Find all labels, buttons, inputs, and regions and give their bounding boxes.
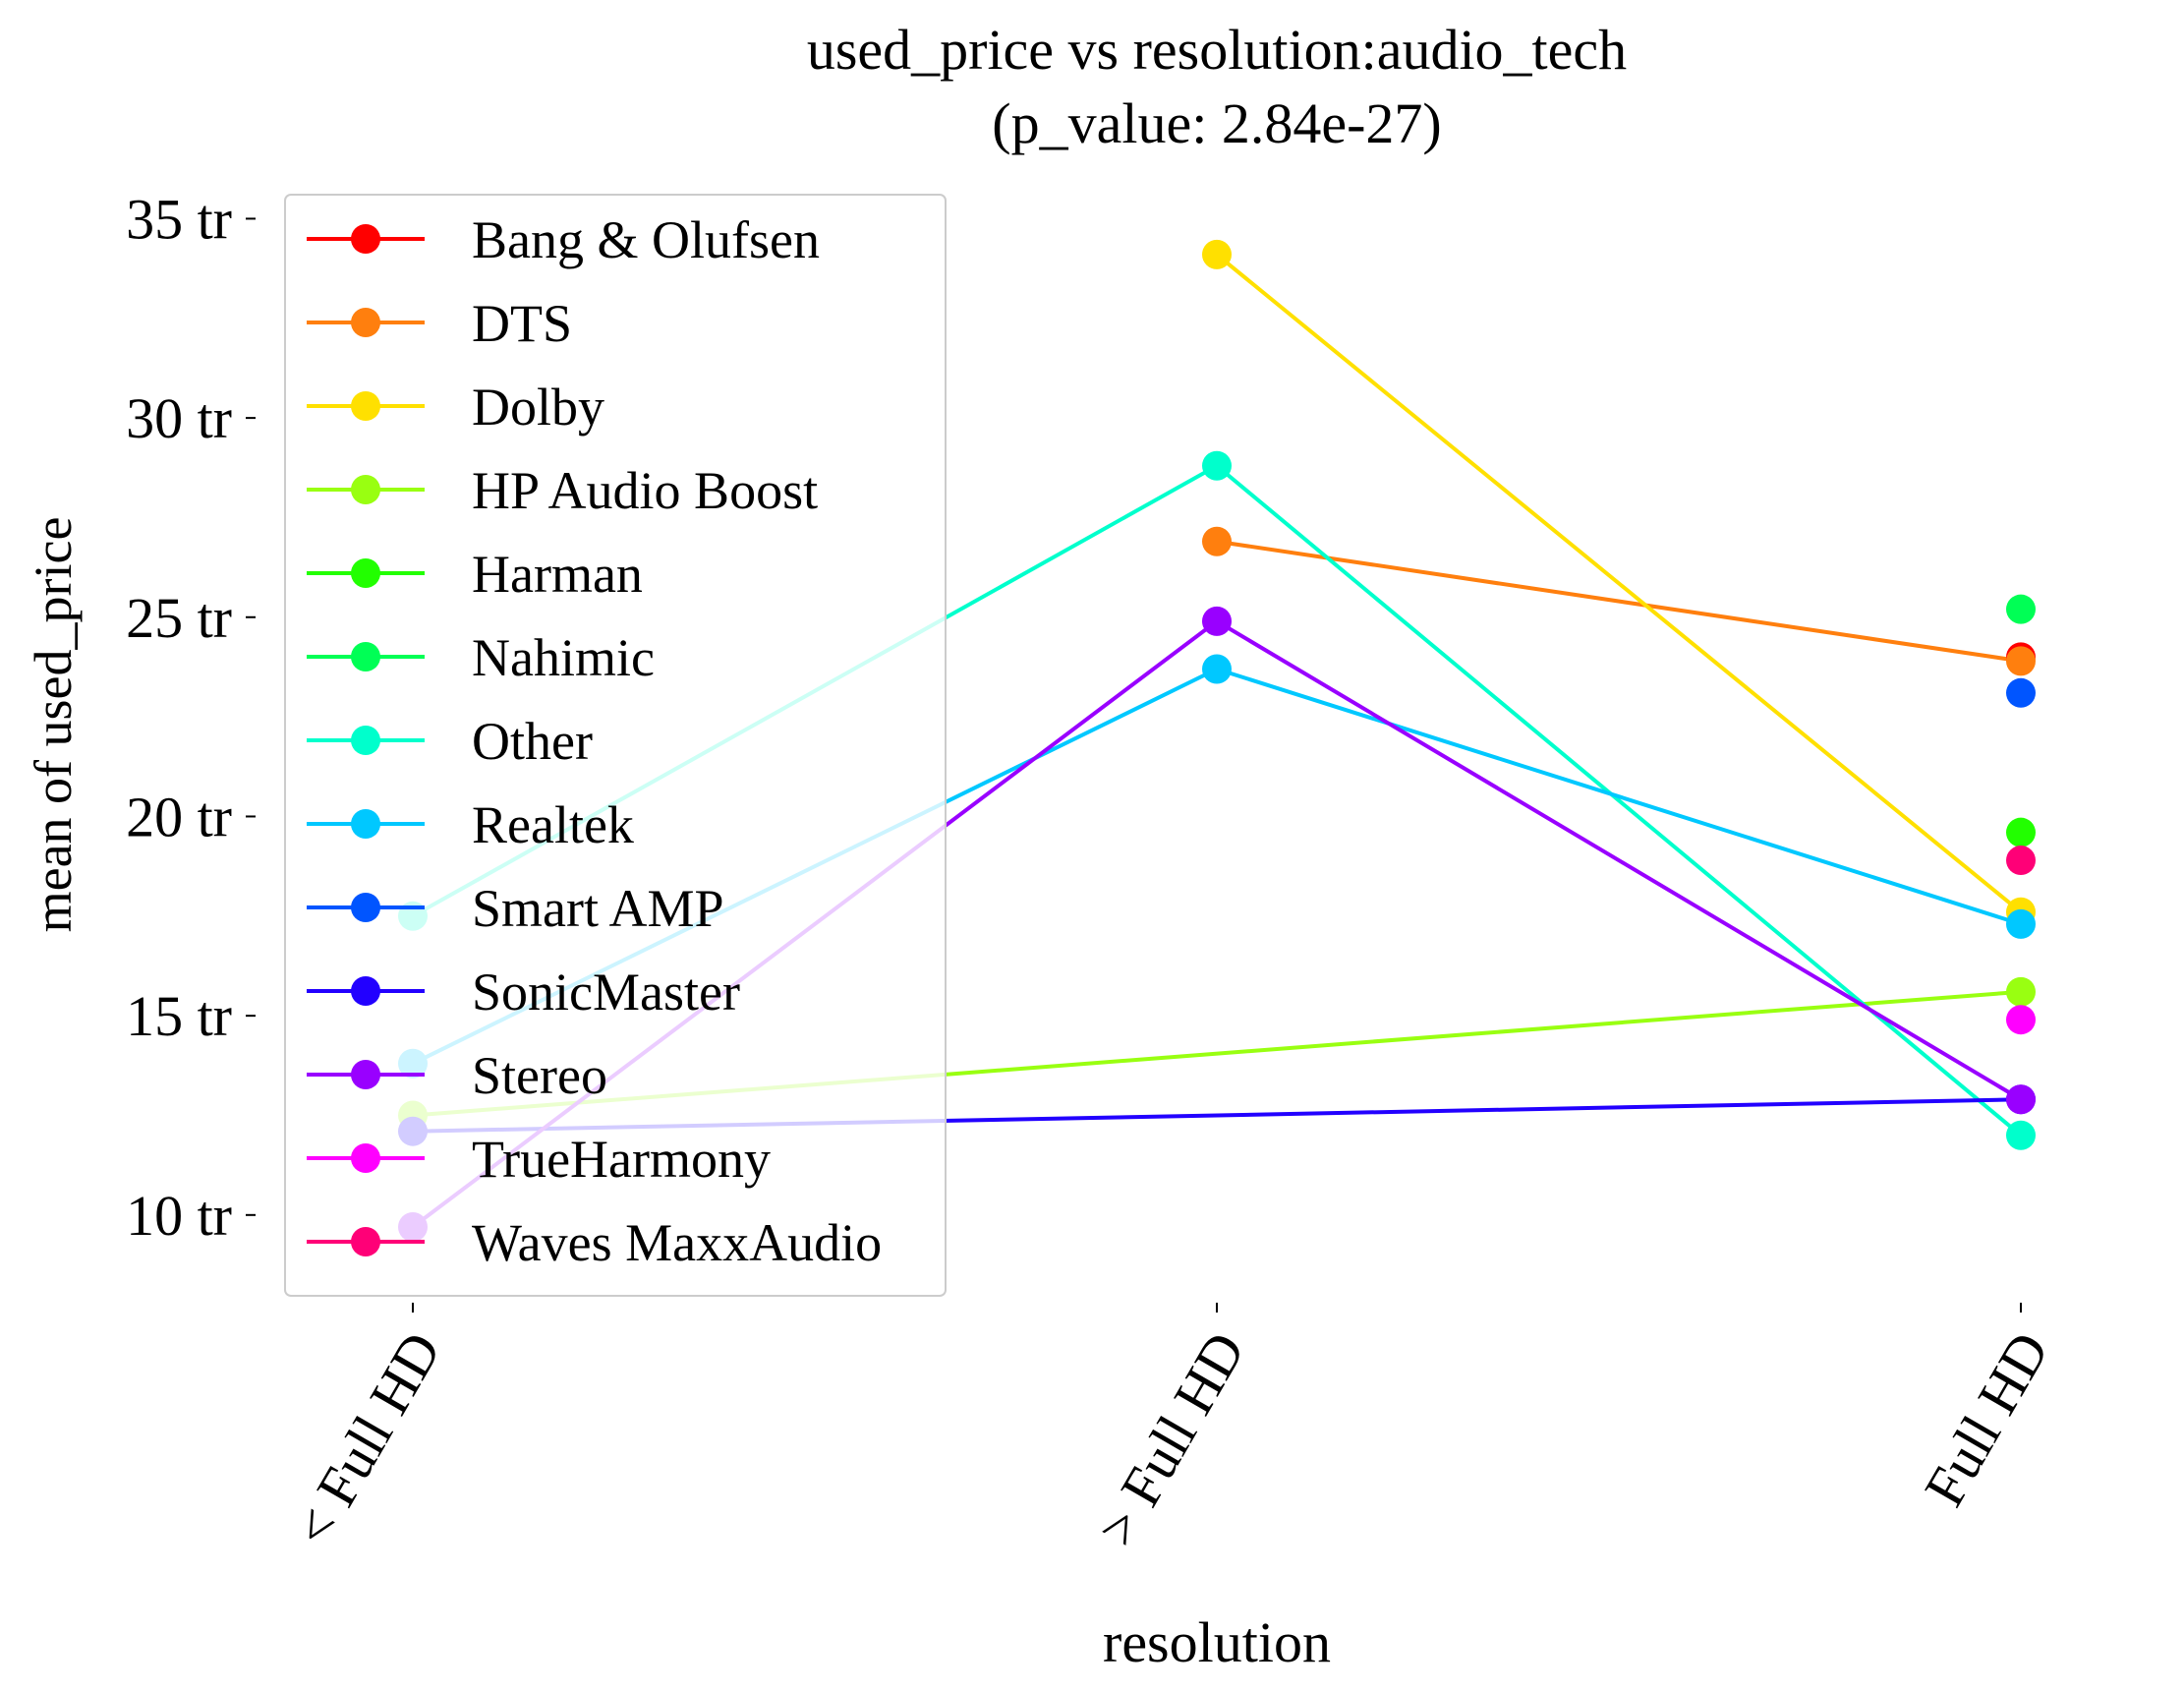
series-line-dolby — [1215, 253, 2023, 914]
y-tick-label: 35 tr — [126, 187, 232, 251]
legend-marker-other — [351, 726, 380, 755]
legend-label-harman: Harman — [472, 545, 643, 604]
legend-marker-realtek — [351, 809, 380, 839]
legend-item-nahimic: Nahimic — [307, 628, 655, 687]
legend-label-bang-olufsen: Bang & Olufsen — [472, 210, 820, 269]
y-tick-label: 15 tr — [126, 984, 232, 1048]
legend-item-bang-olufsen: Bang & Olufsen — [307, 210, 820, 269]
data-point-realtek — [1202, 654, 1232, 684]
data-point-dolby — [1202, 239, 1232, 269]
legend-item-other: Other — [307, 712, 593, 771]
legend-marker-nahimic — [351, 642, 380, 671]
y-axis-label: mean of used_price — [24, 517, 83, 933]
legend-item-dts: DTS — [307, 294, 572, 353]
legend-label-stereo: Stereo — [472, 1046, 607, 1105]
x-tick-label: < Full HD — [280, 1321, 453, 1556]
legend-item-dolby: Dolby — [307, 378, 604, 437]
data-point-hp-audio-boost — [2006, 976, 2036, 1007]
data-point-other — [1202, 450, 1232, 481]
legend-marker-bang-olufsen — [351, 224, 380, 254]
legend-marker-smart-amp — [351, 893, 380, 922]
legend-marker-sonicmaster — [351, 976, 380, 1006]
y-tick-label: 10 tr — [126, 1184, 232, 1248]
legend-marker-harman — [351, 558, 380, 588]
data-point-harman — [2006, 817, 2036, 847]
data-point-nahimic — [2006, 594, 2036, 624]
legend-marker-trueharmony — [351, 1143, 380, 1173]
data-point-realtek — [2006, 908, 2036, 939]
legend-label-nahimic: Nahimic — [472, 628, 655, 687]
legend-marker-stereo — [351, 1060, 380, 1089]
data-point-waves-maxxaudio — [2006, 846, 2036, 876]
x-tick-label: Full HD — [1912, 1321, 2061, 1517]
legend-marker-dts — [351, 308, 380, 337]
legend-item-realtek: Realtek — [307, 795, 634, 854]
legend: Bang & Olufsen DTS Dolby HP Audio Boost Harm… — [284, 194, 947, 1297]
legend-item-smart-amp: Smart AMP — [307, 879, 724, 938]
legend-label-smart-amp: Smart AMP — [472, 879, 724, 938]
legend-item-waves-maxxaudio: Waves MaxxAudio — [307, 1213, 882, 1272]
data-point-trueharmony — [2006, 1005, 2036, 1035]
legend-item-hp-audio-boost: HP Audio Boost — [307, 461, 818, 520]
x-tick-label: > Full HD — [1084, 1321, 1257, 1556]
chart-title: used_price vs resolution:audio_tech — [807, 18, 1627, 82]
legend-marker-waves-maxxaudio — [351, 1227, 380, 1256]
chart-subtitle: (p_value: 2.84e-27) — [992, 91, 1441, 155]
legend-item-harman: Harman — [307, 545, 643, 604]
legend-label-waves-maxxaudio: Waves MaxxAudio — [472, 1213, 882, 1272]
y-tick-label: 30 tr — [126, 386, 232, 450]
legend-item-trueharmony: TrueHarmony — [307, 1130, 771, 1189]
data-point-smart-amp — [2006, 677, 2036, 708]
legend-marker-dolby — [351, 391, 380, 421]
y-tick-label: 25 tr — [126, 586, 232, 650]
data-point-other — [2006, 1120, 2036, 1150]
legend-box — [284, 194, 947, 1297]
legend-item-sonicmaster: SonicMaster — [307, 963, 740, 1022]
legend-label-dolby: Dolby — [472, 378, 604, 437]
data-point-stereo — [1202, 606, 1232, 636]
x-axis-label: resolution — [1103, 1610, 1331, 1674]
legend-label-other: Other — [472, 712, 593, 771]
legend-marker-hp-audio-boost — [351, 475, 380, 504]
legend-label-realtek: Realtek — [472, 795, 634, 854]
legend-label-dts: DTS — [472, 294, 572, 353]
data-point-dts — [2006, 646, 2036, 676]
legend-label-sonicmaster: SonicMaster — [472, 963, 740, 1022]
legend-label-hp-audio-boost: HP Audio Boost — [472, 461, 818, 520]
y-tick-label: 20 tr — [126, 785, 232, 848]
data-point-stereo — [2006, 1084, 2036, 1115]
legend-label-trueharmony: TrueHarmony — [472, 1130, 771, 1189]
data-point-dts — [1202, 526, 1232, 556]
legend-item-stereo: Stereo — [307, 1046, 607, 1105]
series-line-dts — [1216, 539, 2022, 664]
